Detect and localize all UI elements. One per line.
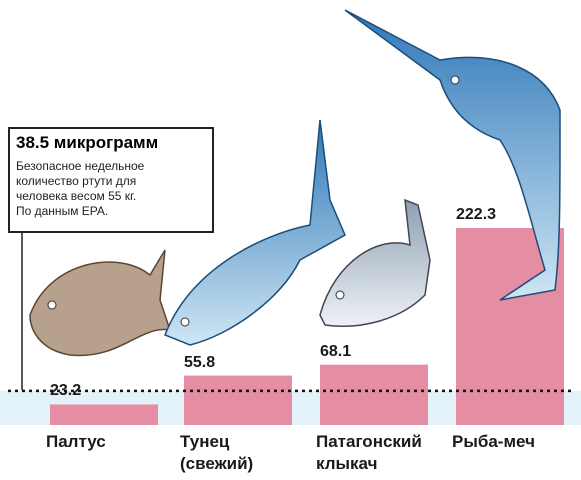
swordfish-illustration bbox=[344, 9, 561, 301]
tuna-illustration bbox=[164, 119, 346, 346]
reference-label: 38.5 микрограмм bbox=[16, 133, 159, 152]
bar bbox=[184, 375, 292, 425]
value-label: 23.2 bbox=[50, 382, 82, 400]
value-label: 222.3 bbox=[456, 206, 497, 223]
category-label: Рыба-меч bbox=[452, 432, 535, 451]
category-label: Патагонский клыкач bbox=[316, 432, 422, 473]
bar bbox=[320, 364, 428, 425]
category-label: Тунец (свежий) bbox=[180, 432, 254, 473]
toothfish-illustration bbox=[319, 198, 431, 327]
category-label: Палтус bbox=[46, 432, 106, 451]
halibut-illustration bbox=[29, 249, 172, 357]
bar bbox=[50, 404, 158, 425]
value-label: 68.1 bbox=[320, 342, 352, 360]
callout: 38.5 микрограмм Безопасное недельное кол… bbox=[8, 127, 214, 233]
value-label: 55.8 bbox=[184, 353, 216, 371]
reference-note: Безопасное недельное количество ртути дл… bbox=[16, 159, 145, 218]
